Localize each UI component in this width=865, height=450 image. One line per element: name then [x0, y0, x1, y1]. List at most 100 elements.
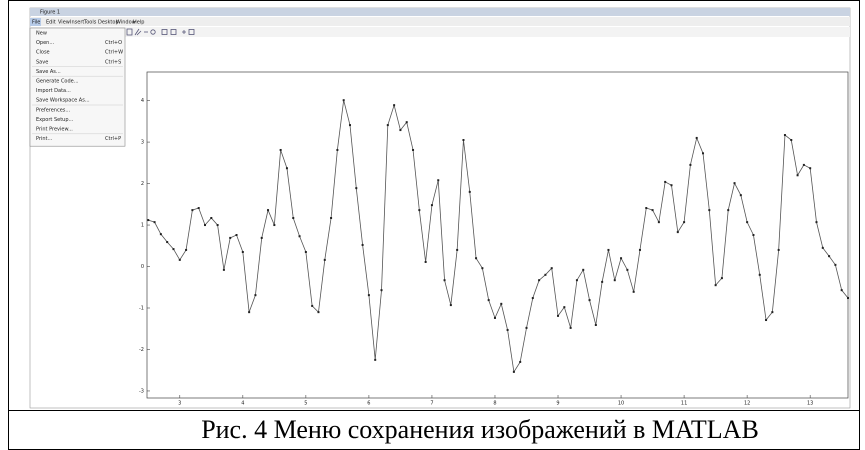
marker	[695, 136, 698, 139]
marker	[512, 370, 515, 373]
marker	[708, 209, 711, 212]
x-tick-label: 3	[178, 401, 181, 407]
marker	[273, 224, 276, 227]
marker	[191, 209, 194, 212]
icon[interactable]	[150, 29, 156, 35]
y-tick-label: 2	[141, 181, 144, 187]
menu-item-label[interactable]: Preferences...	[36, 107, 71, 113]
icon[interactable]	[161, 29, 168, 35]
menu-item-label[interactable]: Print Preview...	[36, 127, 73, 133]
marker	[620, 257, 623, 260]
y-tick-label: 1	[141, 223, 144, 229]
marker	[645, 207, 648, 210]
marker	[821, 246, 824, 249]
marker	[386, 124, 389, 127]
marker	[361, 243, 364, 246]
menu-item-shortcut: Ctrl+W	[105, 50, 123, 56]
y-tick-label: -1	[139, 305, 144, 311]
marker	[197, 207, 200, 210]
marker	[670, 184, 673, 187]
menu-item-label[interactable]: Generate Code...	[36, 79, 79, 85]
x-tick-label: 5	[304, 401, 307, 407]
marker	[531, 297, 534, 300]
menu-item-label[interactable]: Save Workspace As...	[36, 98, 90, 104]
y-tick-label: -2	[139, 347, 144, 353]
marker	[298, 235, 301, 238]
menu-item[interactable]: Tools	[83, 20, 97, 26]
menu-item-label[interactable]: Export Setup...	[36, 117, 74, 123]
marker	[323, 258, 326, 261]
marker	[229, 236, 232, 239]
marker	[456, 248, 459, 251]
marker	[254, 294, 257, 297]
marker	[178, 258, 181, 261]
marker	[500, 302, 503, 305]
marker	[418, 209, 421, 212]
marker	[147, 219, 150, 222]
marker	[582, 268, 585, 271]
marker	[702, 152, 705, 155]
y-tick-label: 3	[141, 140, 144, 146]
menu-item[interactable]: Window	[116, 20, 136, 26]
marker	[651, 209, 654, 212]
menu-item-label[interactable]: Save	[36, 59, 48, 65]
marker	[210, 216, 213, 219]
marker	[739, 194, 742, 197]
marker	[311, 304, 314, 307]
menu-item[interactable]: Help	[133, 20, 144, 26]
menu-item[interactable]: Insert	[70, 20, 84, 26]
menu-item[interactable]: Edit	[46, 20, 56, 26]
marker	[430, 204, 433, 207]
x-tick-label: 4	[241, 401, 244, 407]
menu-item-label[interactable]: New	[36, 31, 47, 37]
menu-item-shortcut: Ctrl+P	[105, 136, 121, 142]
marker	[393, 104, 396, 107]
marker	[336, 148, 339, 151]
marker	[355, 187, 358, 190]
marker	[727, 209, 730, 212]
marker	[235, 234, 238, 236]
marker	[676, 231, 679, 234]
marker	[443, 279, 446, 282]
marker	[720, 277, 723, 280]
icon[interactable]	[182, 30, 186, 34]
marker	[733, 182, 736, 185]
marker	[203, 224, 206, 227]
marker	[166, 241, 169, 244]
menu-item-label[interactable]: Open...	[36, 40, 55, 46]
caption: Рис. 4 Меню сохранения изображений в MAT…	[201, 415, 759, 444]
icon[interactable]	[126, 28, 133, 36]
icon[interactable]	[188, 29, 195, 35]
marker	[840, 289, 843, 292]
icon[interactable]	[134, 28, 142, 36]
marker	[607, 248, 610, 251]
marker	[538, 279, 541, 282]
marker	[412, 148, 415, 151]
menu-bar	[30, 17, 850, 26]
menu-item-label[interactable]: Import Data...	[36, 88, 71, 94]
marker	[594, 324, 597, 327]
marker	[317, 311, 320, 314]
menu-item[interactable]: View	[58, 20, 70, 26]
x-tick-label: 13	[807, 401, 813, 407]
menu-item-shortcut: Ctrl+O	[105, 40, 122, 46]
marker	[613, 279, 616, 282]
marker	[519, 360, 522, 363]
marker	[569, 326, 572, 329]
marker	[405, 121, 408, 124]
menu-item[interactable]: Desktop	[98, 20, 119, 26]
menu-highlight	[30, 18, 41, 26]
menu-item-label[interactable]: Close	[36, 50, 50, 56]
icon[interactable]	[170, 29, 177, 35]
marker	[437, 179, 440, 182]
menu-item[interactable]: File	[32, 20, 40, 26]
menu-item-label[interactable]: Print...	[36, 136, 53, 142]
marker	[790, 139, 793, 142]
marker	[834, 263, 837, 266]
marker	[638, 248, 641, 251]
menu-item-label[interactable]: Save As...	[36, 69, 61, 75]
marker	[664, 180, 667, 183]
x-tick-label: 8	[493, 401, 496, 407]
y-tick-label: -3	[139, 388, 144, 394]
marker	[292, 216, 295, 219]
